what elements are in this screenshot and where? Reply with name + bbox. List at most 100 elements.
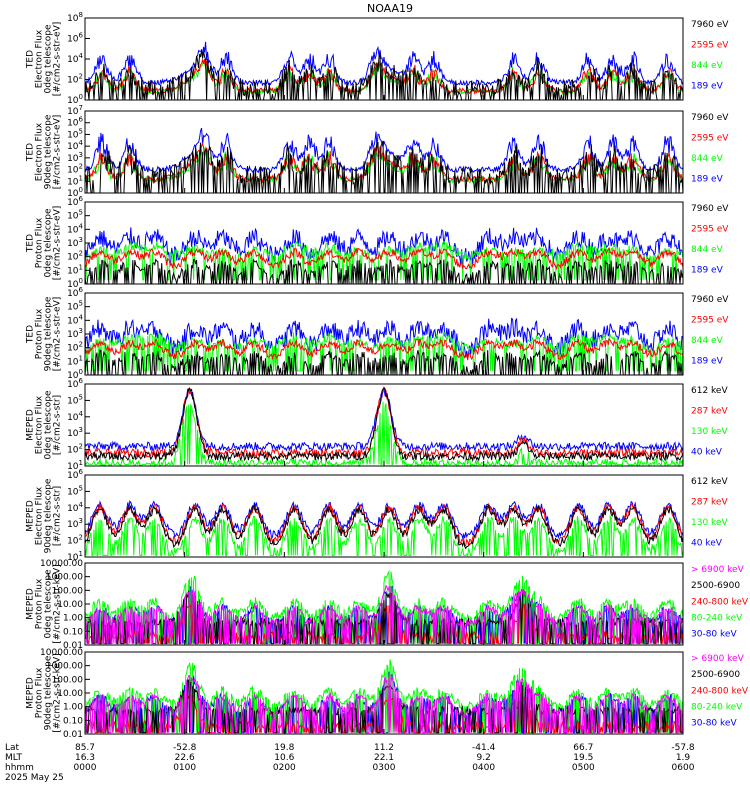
y-tick-label: 106 (67, 286, 83, 299)
x-row-label: hhmm (5, 763, 34, 773)
y-axis-label-line: [#/cm2-s-str] (53, 486, 63, 546)
x-tick-label: 22.1 (374, 753, 394, 763)
y-tick-label: 1000.00 (46, 573, 83, 583)
y-tick-label: 105 (67, 300, 83, 313)
x-tick-label: -52.8 (173, 743, 197, 753)
x-tick-label: -41.4 (472, 743, 496, 753)
y-tick-label: 103 (67, 426, 83, 439)
y-tick-label: 105 (67, 127, 83, 140)
legend-entry: 130 keV (691, 427, 728, 437)
y-tick-label: 101 (67, 354, 83, 367)
y-axis-label-line: Electron Flux (35, 395, 45, 454)
y-axis-label-line: Electron Flux (35, 122, 45, 181)
legend-entry: > 6900 keV (691, 654, 745, 664)
y-tick-label: 100.00 (52, 675, 84, 685)
y-tick-label: 10000.00 (40, 559, 83, 569)
y-tick-label: 105 (67, 209, 83, 222)
y-axis-label-line: MEPED (26, 500, 36, 532)
y-axis-label-line: [#/cm2-s-str-eV] (53, 297, 63, 372)
y-axis-label: MEPED Proton Flux 90deg telescope [#/cm2-s-… (26, 653, 63, 732)
y-axis-label-line: [#/cm2-s-str-keV] (53, 653, 63, 732)
legend-entry: 2500-6900 (691, 670, 740, 680)
x-tick-label: 19.8 (274, 743, 294, 753)
x-tick-label: 85.7 (75, 743, 95, 753)
panel-8: 0.010.101.0010.00100.001000.0010000.00ME… (26, 648, 749, 740)
legend-entry: 189 eV (691, 266, 724, 276)
legend-entry: 7960 eV (691, 295, 729, 305)
y-axis-label-line: Proton Flux (35, 308, 45, 359)
series-line-130-kev (84, 514, 684, 557)
legend-entry: 130 keV (691, 518, 728, 528)
legend-entry: 30-80 keV (691, 630, 737, 640)
legend-entry: 2595 eV (691, 41, 729, 51)
y-tick-label: 10.00 (57, 689, 83, 699)
y-tick-label: 102 (67, 341, 83, 354)
x-tick-label: 1.9 (676, 753, 691, 763)
y-tick-label: 108 (67, 11, 83, 24)
legend-entry: 844 eV (691, 61, 724, 71)
y-axis-label-line: 0deg telescope (44, 390, 54, 460)
legend-entry: 287 keV (691, 407, 728, 417)
y-tick-label: 104 (67, 52, 83, 65)
y-tick-label: 103 (67, 517, 83, 530)
y-axis-label: TED Electron Flux 90deg telescope [#/cm2-s-… (26, 114, 63, 189)
y-axis-label-line: TED (26, 50, 36, 69)
x-tick-label: 9.2 (477, 753, 491, 763)
x-tick-label: 0100 (173, 763, 196, 773)
series-line-612-kev (84, 387, 684, 463)
y-tick-label: 106 (67, 468, 83, 481)
y-axis-label-line: 0deg telescope (44, 24, 54, 94)
x-tick-label: -57.8 (671, 743, 695, 753)
y-tick-label: 106 (67, 116, 83, 129)
y-tick-label: 1.00 (63, 703, 83, 713)
y-tick-label: 10000.00 (40, 648, 83, 658)
panel-frame (84, 201, 684, 285)
y-tick-label: 106 (67, 377, 83, 390)
y-axis-label-line: MEPED (26, 677, 36, 709)
y-axis-label-line: Proton Flux (35, 578, 45, 629)
y-tick-label: 101 (67, 174, 83, 187)
y-tick-label: 103 (67, 151, 83, 164)
y-axis-label-line: 90deg telescope (44, 296, 54, 371)
y-axis-label-line: Proton Flux (35, 667, 45, 718)
x-tick-label: 0600 (672, 763, 695, 773)
legend-entry: 2500-6900 (691, 581, 740, 591)
y-tick-label: 103 (67, 327, 83, 340)
y-tick-label: 100 (67, 186, 83, 199)
legend-entry: 7960 eV (691, 204, 729, 214)
legend-entry: 287 keV (691, 498, 728, 508)
y-tick-label: 106 (67, 195, 83, 208)
y-tick-label: 104 (67, 222, 83, 235)
y-axis-label-line: 90deg telescope (44, 114, 54, 189)
legend-entry: 80-240 keV (691, 703, 743, 713)
y-tick-label: 100 (67, 368, 83, 381)
legend-entry: 844 eV (691, 154, 724, 164)
y-axis-label-line: [#/cm2-s-str-eV] (53, 115, 63, 190)
y-tick-label: 100 (67, 93, 83, 106)
x-tick-label: 66.7 (573, 743, 593, 753)
panel-1: 100 102 104 106 108 TED Electron Flux 0deg tele… (26, 11, 730, 106)
legend-entry: 2595 eV (691, 225, 729, 235)
y-tick-label: 104 (67, 139, 83, 152)
x-row-label: 2025 May 25 (5, 773, 64, 783)
series-line-2595-ev (84, 337, 684, 361)
legend-entry: 30-80 keV (691, 719, 737, 729)
x-tick-label: 0400 (472, 763, 495, 773)
y-tick-label: 100 (67, 277, 83, 290)
panel-6: 101 102 103 104 105 106 MEPED Electron Flux 90de… (26, 468, 729, 563)
series-line-189-ev (84, 227, 684, 266)
legend-entry: 7960 eV (691, 20, 729, 30)
y-axis-label: TED Proton Flux 0deg telescope [#/cm2-s-str… (26, 206, 63, 281)
x-tick-label: 0500 (572, 763, 595, 773)
y-axis-label-line: MEPED (26, 409, 36, 441)
y-tick-label: 104 (67, 501, 83, 514)
panel-5: 101 102 103 104 105 106 MEPED Electron Flux 0deg… (26, 377, 729, 472)
y-axis-label-line: 0deg telescope (44, 569, 54, 639)
x-tick-label: 10.6 (274, 753, 294, 763)
x-row-label: MLT (5, 753, 23, 763)
y-tick-label: 102 (67, 534, 83, 547)
series-line-7960-ev (84, 140, 684, 194)
legend-entry: 844 eV (691, 336, 724, 346)
y-tick-label: 104 (67, 410, 83, 423)
